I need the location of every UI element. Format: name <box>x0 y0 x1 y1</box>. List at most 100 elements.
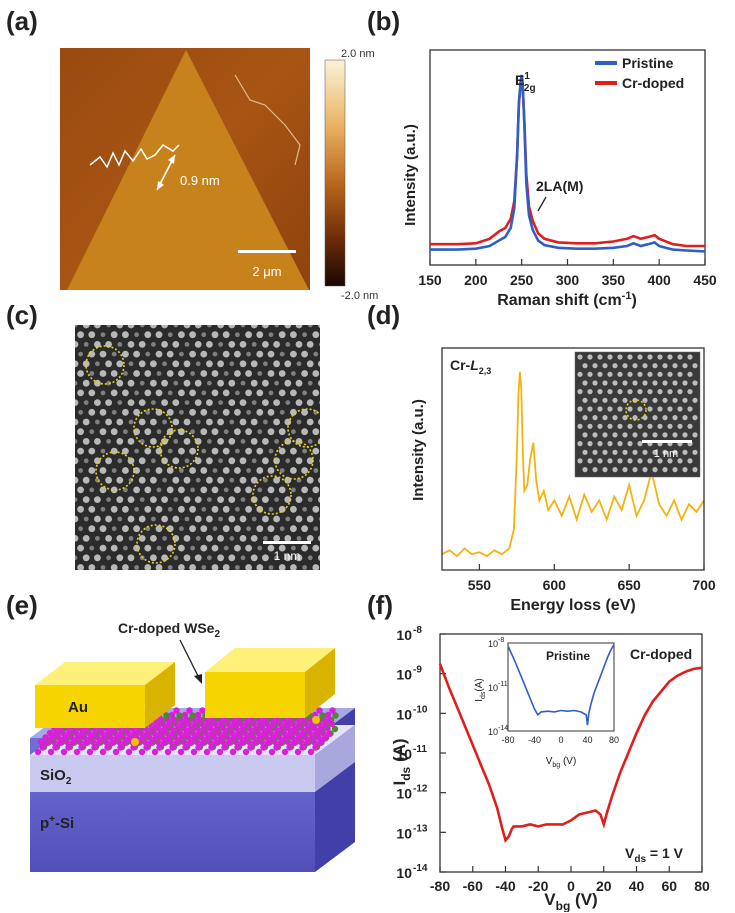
raman-x-tick-label: 300 <box>556 272 580 288</box>
se-atom <box>117 730 125 738</box>
lattice-atom <box>172 457 180 465</box>
inset-lattice-atom <box>617 441 623 447</box>
lattice-atom <box>162 536 167 541</box>
lattice-atom <box>166 486 174 494</box>
raman-x-tick-label: 250 <box>510 272 534 288</box>
inset-lattice-atom <box>602 380 608 386</box>
lattice-atom <box>250 360 258 368</box>
lattice-atom <box>296 419 302 425</box>
inset-title: Pristine <box>546 649 590 663</box>
lattice-atom <box>133 350 140 358</box>
se-atom <box>204 721 212 729</box>
lattice-atom <box>274 380 279 386</box>
lattice-atom <box>302 332 307 338</box>
lattice-atom <box>116 476 124 484</box>
raman-x-tick-label: 400 <box>647 272 671 288</box>
lattice-atom <box>116 360 124 368</box>
lattice-atom <box>183 476 191 484</box>
lattice-atom <box>207 325 212 328</box>
se-atom <box>138 748 146 756</box>
lattice-atom <box>245 428 253 436</box>
lattice-atom <box>312 564 320 570</box>
lattice-atom <box>222 408 230 416</box>
lattice-atom <box>88 447 96 455</box>
inset-lattice-atom <box>687 371 693 377</box>
transfer-y-tick-label: 10 <box>396 786 412 802</box>
inset-lattice-atom <box>587 406 593 412</box>
lattice-atom <box>301 408 308 416</box>
lattice-atom <box>240 555 246 561</box>
transfer-y-tick-exponent: -14 <box>413 863 428 874</box>
lattice-atom <box>262 399 269 406</box>
lattice-atom <box>138 515 146 523</box>
transfer-y-tick-label: 10 <box>396 865 412 881</box>
raman-ylabel: Intensity (a.u.) <box>402 124 419 226</box>
lattice-atom <box>262 515 269 523</box>
lattice-atom <box>228 438 236 445</box>
inset-lattice-atom <box>592 380 598 386</box>
lattice-atom <box>245 564 252 570</box>
inset-lattice-atom <box>632 467 638 473</box>
lattice-atom <box>190 371 195 376</box>
lattice-atom <box>239 535 247 542</box>
lattice-atom <box>319 517 320 521</box>
lattice-atom <box>296 536 302 541</box>
lattice-atom <box>301 544 308 552</box>
raman-peak-e2g: E1 2g <box>515 71 536 94</box>
se-atom <box>43 739 51 747</box>
inset-lattice-atom <box>672 397 678 403</box>
inset-lattice-atom <box>597 406 603 412</box>
inset-x-tick-label: -80 <box>501 735 514 745</box>
lattice-atom <box>262 341 269 348</box>
lattice-atom <box>139 497 145 502</box>
lattice-atom <box>122 467 129 474</box>
lattice-atom <box>105 476 112 484</box>
se-atom <box>195 730 203 738</box>
lattice-atom <box>273 457 280 465</box>
inset-lattice-atom <box>677 458 683 464</box>
se-atom <box>190 748 198 756</box>
se-atom <box>242 748 250 756</box>
lattice-atom <box>88 505 96 513</box>
lattice-atom <box>318 380 320 387</box>
inset-lattice-atom <box>597 371 603 377</box>
defect-circle <box>85 345 125 385</box>
lattice-atom <box>223 371 229 376</box>
lattice-atom <box>106 325 111 328</box>
lattice-atom <box>183 325 191 329</box>
lattice-atom <box>240 325 246 328</box>
lattice-atom <box>75 515 79 523</box>
lattice-atom <box>173 325 179 328</box>
lattice-atom <box>166 467 174 474</box>
lattice-atom <box>88 564 96 570</box>
lattice-atom <box>95 361 100 367</box>
lattice-atom <box>268 448 274 454</box>
inset-lattice-atom <box>692 380 698 386</box>
colorbar-max-label: 2.0 nm <box>341 48 375 60</box>
lattice-atom <box>127 325 135 329</box>
lattice-atom <box>222 505 230 513</box>
se-atom <box>156 744 163 751</box>
lattice-atom <box>134 448 139 454</box>
inset-lattice-atom <box>607 389 613 395</box>
inset-y-tick-label: 10 <box>488 727 498 737</box>
lattice-atom <box>184 342 190 347</box>
lattice-atom <box>206 515 213 523</box>
lattice-atom <box>234 428 241 436</box>
lattice-atom <box>172 360 180 368</box>
lattice-atom <box>262 496 269 503</box>
inset-x-tick-label: 80 <box>609 735 619 745</box>
lattice-atom <box>122 389 129 397</box>
lattice-atom <box>229 361 235 367</box>
lattice-atom <box>256 505 264 513</box>
inset-lattice-atom <box>602 415 608 421</box>
lattice-atom <box>313 526 319 532</box>
lattice-atom <box>256 467 264 474</box>
lattice-atom <box>295 554 303 562</box>
se-atom <box>187 726 194 733</box>
lattice-atom <box>161 554 168 562</box>
afm-scalebar <box>238 250 296 253</box>
lattice-atom <box>302 506 307 512</box>
lattice-atom <box>184 516 190 522</box>
lattice-atom <box>95 419 100 425</box>
